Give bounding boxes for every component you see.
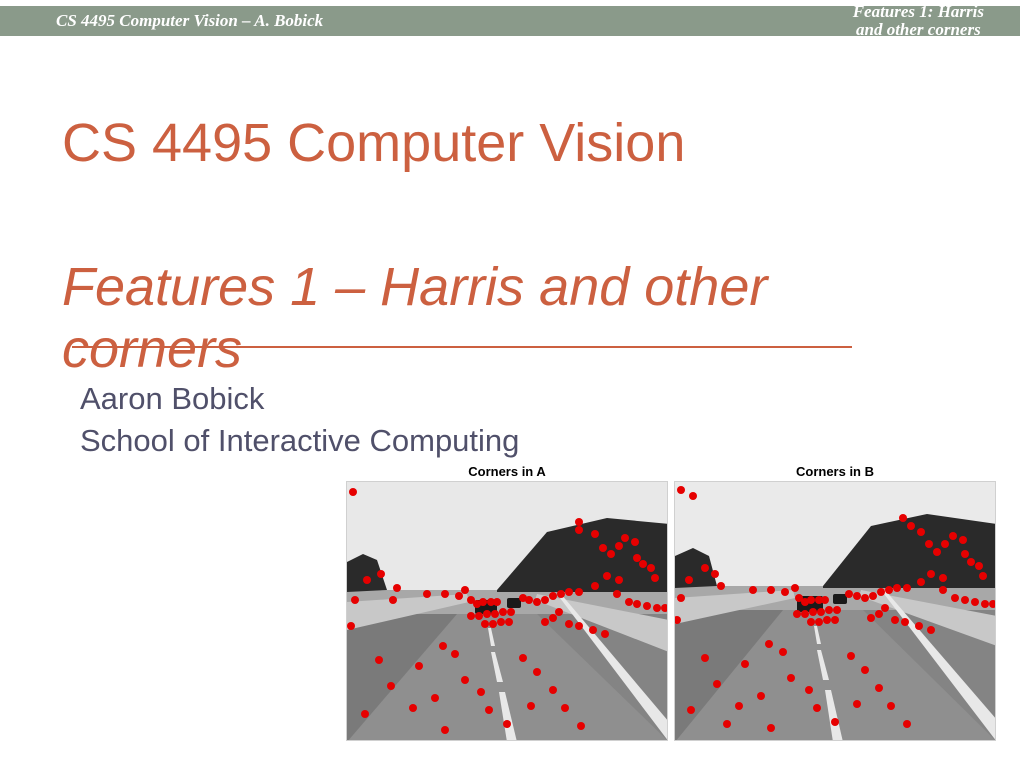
figure-image-a — [346, 481, 668, 741]
header-left-text: CS 4495 Computer Vision – A. Bobick — [56, 11, 323, 31]
header-bar: CS 4495 Computer Vision – A. Bobick Feat… — [0, 6, 1020, 36]
figure-panel-a: Corners in A — [346, 464, 668, 741]
figure-panel-b: Corners in B — [674, 464, 996, 741]
header-right-line1: Features 1: Harris — [853, 3, 984, 21]
author-name: Aaron Bobick — [80, 378, 519, 420]
title-line-2: Features 1 – Harris and other corners — [62, 256, 942, 380]
figure-row: Corners in A Corners in B — [346, 464, 996, 741]
slide: CS 4495 Computer Vision – A. Bobick Feat… — [0, 0, 1020, 765]
author-affiliation: School of Interactive Computing — [80, 420, 519, 462]
figure-title-a: Corners in A — [468, 464, 546, 479]
title-block: CS 4495 Computer Vision Features 1 – Har… — [62, 112, 942, 380]
divider-line — [72, 346, 852, 348]
header-right-text: Features 1: Harris and other corners — [853, 3, 984, 39]
title-line-1: CS 4495 Computer Vision — [62, 112, 942, 174]
header-right-line2: and other corners — [853, 21, 984, 39]
figure-image-b — [674, 481, 996, 741]
author-block: Aaron Bobick School of Interactive Compu… — [80, 378, 519, 462]
figure-title-b: Corners in B — [796, 464, 874, 479]
